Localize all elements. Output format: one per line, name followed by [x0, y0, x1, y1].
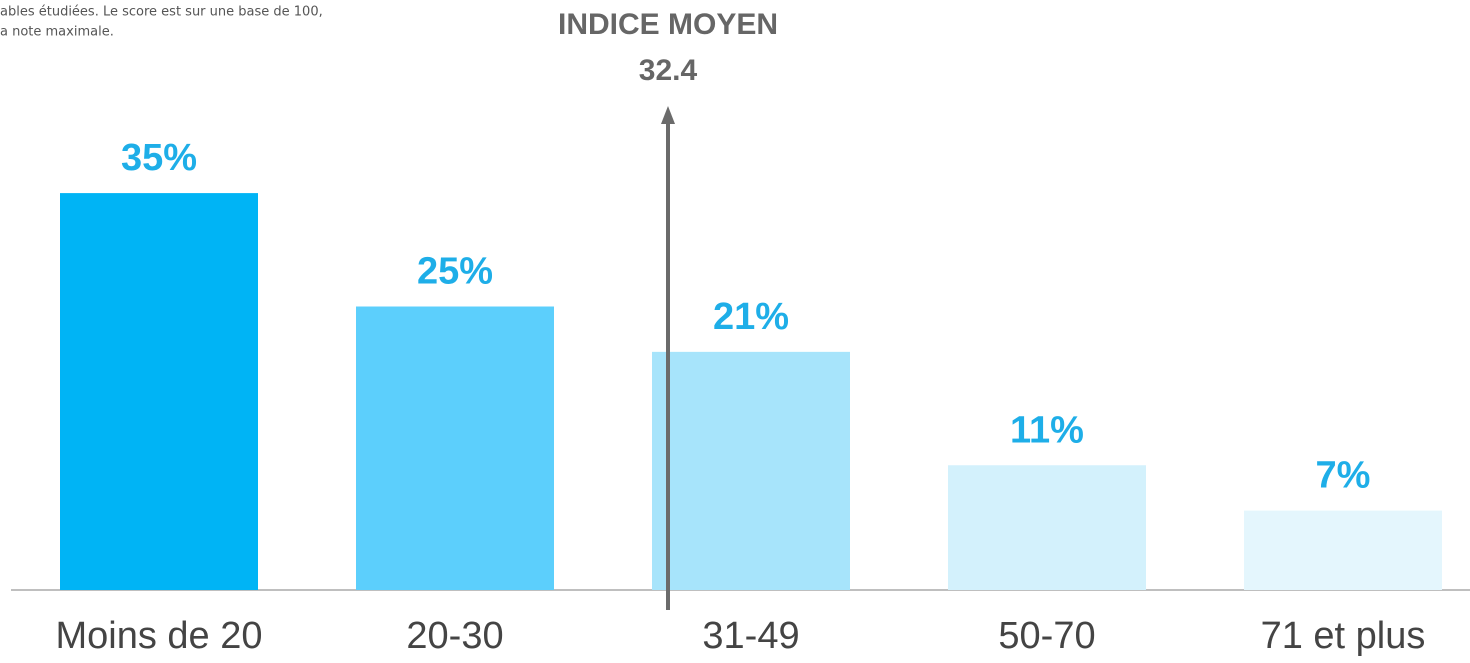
value-label: 25% [417, 251, 493, 293]
value-label: 7% [1316, 455, 1371, 497]
x-tick-label: 50-70 [998, 615, 1095, 657]
bar [1244, 510, 1442, 590]
value-label: 35% [121, 137, 197, 179]
x-tick-label: 20-30 [406, 615, 503, 657]
bar [948, 465, 1146, 590]
annotation-value: 32.4 [639, 54, 698, 87]
x-tick-label: Moins de 20 [55, 615, 262, 657]
bar [60, 193, 258, 590]
x-tick-label: 31-49 [702, 615, 799, 657]
x-tick-label: 71 et plus [1261, 615, 1426, 657]
note: a note maximale. [0, 25, 114, 40]
annotation-title: INDICE MOYEN [558, 8, 778, 41]
value-label: 11% [1010, 409, 1084, 451]
bar [356, 306, 554, 590]
note: ables étudiées. Le score est sur une bas… [0, 5, 323, 20]
arrow-head [661, 106, 675, 124]
bar [652, 351, 850, 590]
bars [60, 193, 1442, 590]
value-label: 21% [713, 296, 789, 338]
